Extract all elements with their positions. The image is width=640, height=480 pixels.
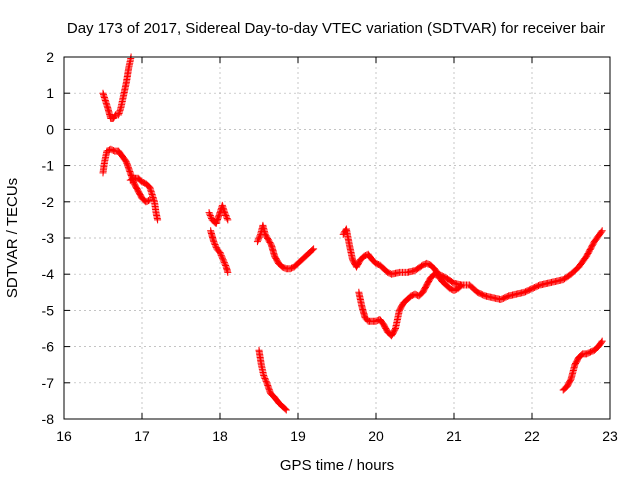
data-point-marker (223, 214, 231, 222)
y-tick-label: -1 (42, 158, 55, 174)
y-tick-label: 2 (46, 49, 54, 65)
data-point-marker (221, 210, 229, 218)
data-point-marker (224, 268, 232, 276)
data-markers (99, 53, 606, 414)
x-tick-label: 16 (56, 428, 72, 444)
data-point-marker (221, 260, 229, 268)
data-series-arc-7 (255, 346, 290, 414)
y-tick-label: -7 (42, 375, 55, 391)
data-point-marker (210, 239, 218, 247)
x-tick-label: 22 (524, 428, 540, 444)
data-point-marker (211, 241, 219, 249)
data-point-marker (598, 227, 606, 235)
data-point-marker (212, 242, 220, 250)
data-point-marker (217, 250, 225, 258)
data-series-arc-4 (205, 201, 232, 228)
data-point-marker (154, 216, 162, 224)
axis-ticks: 16 17 18 19 20 21 22 23 -8 -7 -6 -5 -4 -3 -2 -1 0 1 2 (42, 49, 618, 444)
x-tick-label: 23 (602, 428, 618, 444)
data-series-arc-1 (99, 53, 135, 123)
data-point-marker (597, 228, 605, 236)
data-point-marker (220, 259, 228, 267)
data-point-marker (260, 372, 268, 380)
y-tick-label: 0 (46, 121, 54, 137)
data-point-marker (216, 248, 224, 256)
y-tick-label: -6 (42, 339, 55, 355)
data-series-arc-6 (253, 221, 318, 273)
data-point-marker (282, 406, 290, 414)
data-series-arc-2 (99, 145, 154, 206)
data-point-marker (210, 238, 218, 246)
y-tick-label: -3 (42, 230, 55, 246)
data-point-marker (206, 210, 214, 218)
data-point-marker (217, 251, 225, 259)
data-point-marker (255, 235, 263, 243)
data-point-marker (458, 281, 466, 289)
data-point-marker (310, 245, 318, 253)
data-point-marker (255, 233, 263, 241)
chart-title: Day 173 of 2017, Sidereal Day-to-day VTE… (67, 20, 605, 37)
data-point-marker (218, 253, 226, 261)
data-point-marker (598, 337, 606, 345)
data-point-marker (457, 282, 465, 290)
data-point-marker (309, 246, 317, 254)
data-series-arc-9 (355, 270, 466, 340)
data-point-marker (223, 213, 231, 221)
data-point-marker (221, 209, 229, 217)
data-point-marker (206, 212, 214, 220)
data-point-marker (207, 213, 215, 221)
x-tick-label: 20 (368, 428, 384, 444)
data-point-marker (205, 209, 213, 217)
data-point-marker (218, 254, 226, 262)
data-series-arc-5 (207, 227, 232, 276)
data-point-marker (224, 216, 232, 224)
data-point-marker (597, 338, 605, 346)
y-tick-label: -4 (42, 266, 55, 282)
data-point-marker (253, 238, 261, 246)
data-series-arc-8 (339, 225, 606, 304)
data-series-arc-3 (126, 174, 162, 224)
data-point-marker (261, 374, 269, 382)
data-point-marker (222, 212, 230, 220)
data-point-marker (260, 373, 268, 381)
data-point-marker (254, 236, 262, 244)
data-point-marker (219, 256, 227, 264)
x-tick-label: 18 (212, 428, 228, 444)
x-tick-label: 21 (446, 428, 462, 444)
y-tick-label: -5 (42, 302, 55, 318)
plot-frame (63, 56, 611, 420)
data-point-marker (220, 257, 228, 265)
x-tick-label: 19 (290, 428, 306, 444)
y-tick-label: -8 (42, 411, 55, 427)
data-series-arc-10 (559, 337, 606, 394)
x-axis-label: GPS time / hours (280, 457, 394, 474)
data-point-marker (262, 376, 270, 384)
x-tick-label: 17 (134, 428, 150, 444)
y-axis-label: SDTVAR / TECUs (4, 178, 21, 298)
data-point-marker (281, 405, 289, 413)
grid (64, 57, 610, 419)
data-point-marker (256, 232, 264, 240)
y-tick-label: -2 (42, 194, 55, 210)
y-tick-label: 1 (46, 85, 54, 101)
